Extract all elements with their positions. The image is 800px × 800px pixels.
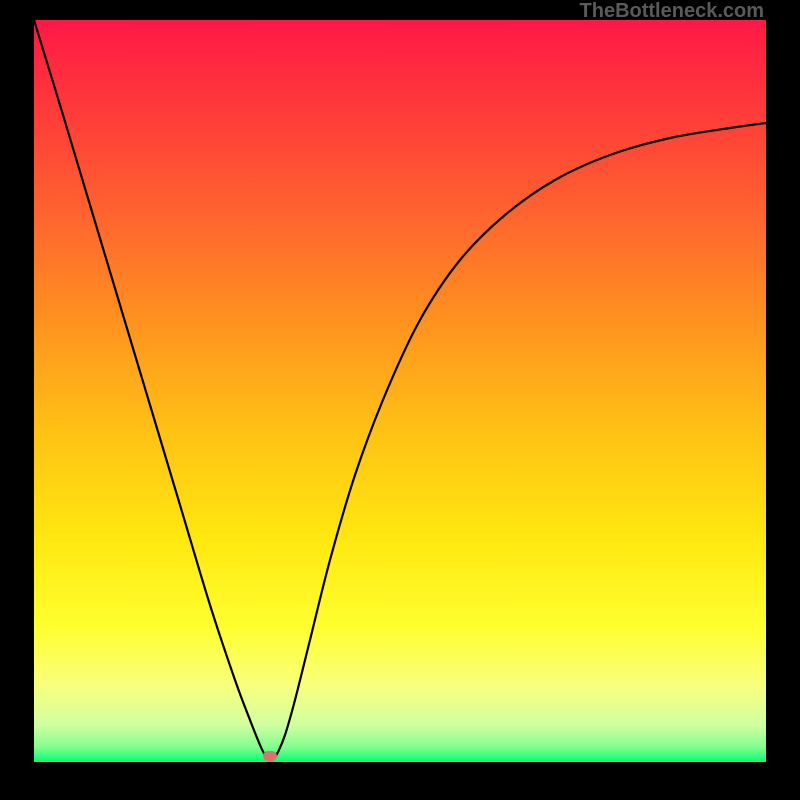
bottleneck-curve [0,0,800,800]
chart-container: TheBottleneck.com [0,0,800,800]
curve-path [34,20,766,760]
watermark-label: TheBottleneck.com [580,0,764,23]
plot-area [34,20,766,762]
optimum-marker [263,751,277,761]
